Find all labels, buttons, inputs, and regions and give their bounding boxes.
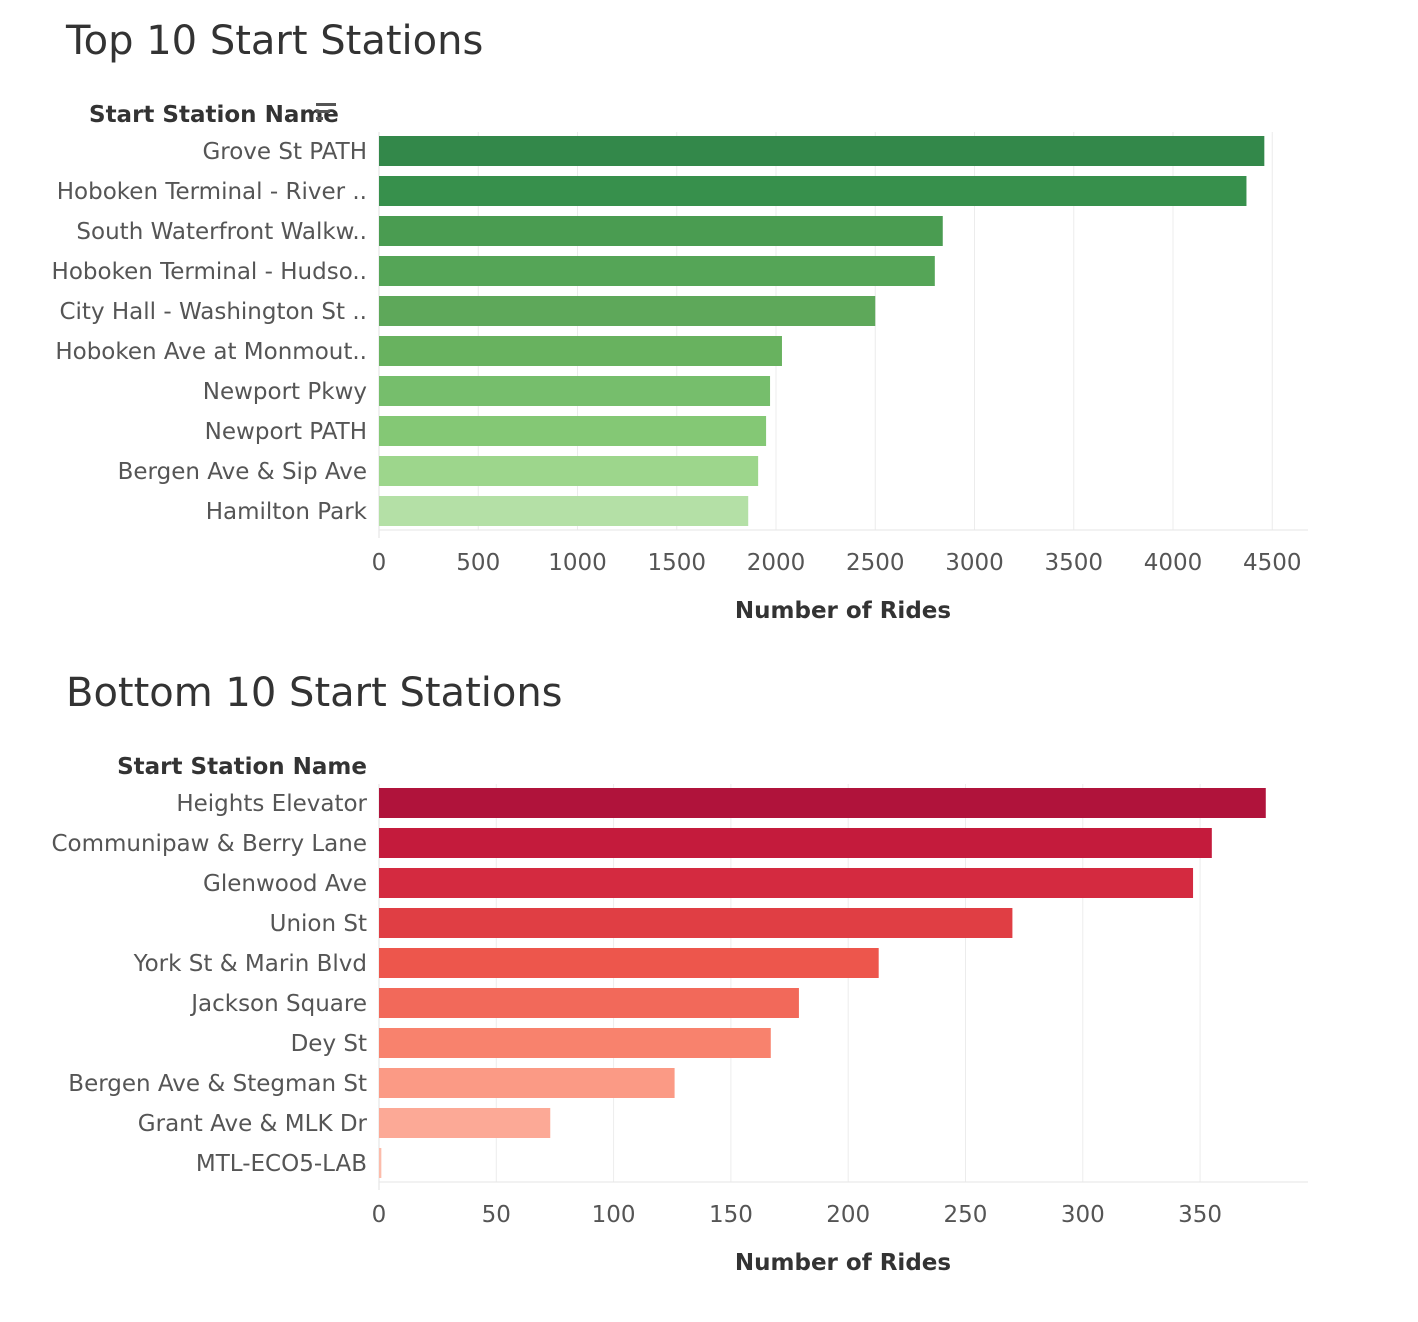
category-label: MTL-ECO5-LAB <box>196 1151 367 1177</box>
tick-label: 0 <box>372 1202 387 1228</box>
tick-label: 1500 <box>647 550 706 576</box>
category-label: Bergen Ave & Sip Ave <box>118 459 367 485</box>
category-label: York St & Marin Blvd <box>133 951 367 977</box>
top-stations-chart: Grove St PATH Hoboken Terminal - River ..… <box>52 102 1308 624</box>
x-axis-title: Number of Rides <box>735 1250 951 1276</box>
bar[interactable] <box>379 1148 382 1178</box>
category-label: Communipaw & Berry Lane <box>51 831 367 857</box>
bar[interactable] <box>379 216 943 246</box>
y-axis-header: Start Station Name <box>117 754 367 780</box>
bar[interactable] <box>379 496 749 526</box>
tick-label: 2000 <box>747 550 806 576</box>
bar[interactable] <box>379 136 1265 166</box>
tick-label: 350 <box>1178 1202 1222 1228</box>
category-label: Grove St PATH <box>202 139 367 165</box>
tick-label: 50 <box>482 1202 511 1228</box>
bar[interactable] <box>379 256 935 286</box>
tick-label: 2500 <box>846 550 905 576</box>
bar[interactable] <box>379 296 876 326</box>
bar[interactable] <box>379 416 767 446</box>
bar[interactable] <box>379 828 1212 858</box>
tick-label: 4000 <box>1144 550 1203 576</box>
tick-label: 200 <box>826 1202 870 1228</box>
category-label: Bergen Ave & Stegman St <box>68 1071 367 1097</box>
bar[interactable] <box>379 948 879 978</box>
bar[interactable] <box>379 376 771 406</box>
category-label: Heights Elevator <box>176 791 367 817</box>
bar[interactable] <box>379 988 799 1018</box>
bottom-stations-chart: Heights Elevator Communipaw & Berry Lane G… <box>51 754 1308 1276</box>
tick-label: 0 <box>372 550 387 576</box>
category-label: Union St <box>270 911 367 937</box>
tick-label: 3500 <box>1044 550 1103 576</box>
bottom-chart-title: Bottom 10 Start Stations <box>66 670 563 716</box>
x-axis-title: Number of Rides <box>735 598 951 624</box>
tick-label: 100 <box>592 1202 636 1228</box>
category-label: Hoboken Terminal - Hudso.. <box>52 259 367 285</box>
bar[interactable] <box>379 456 759 486</box>
y-axis-header: Start Station Name <box>89 102 339 128</box>
category-label: City Hall - Washington St .. <box>59 299 367 325</box>
tick-label: 150 <box>709 1202 753 1228</box>
bar[interactable] <box>379 1068 675 1098</box>
bar[interactable] <box>379 788 1266 818</box>
bar[interactable] <box>379 176 1247 206</box>
category-label: Hoboken Terminal - River .. <box>57 179 367 205</box>
category-label: Newport PATH <box>205 419 367 445</box>
tick-label: 1000 <box>548 550 607 576</box>
bar[interactable] <box>379 908 1013 938</box>
bar[interactable] <box>379 868 1194 898</box>
category-label: Hamilton Park <box>206 499 368 525</box>
top-chart-title: Top 10 Start Stations <box>66 18 484 64</box>
tick-label: 3000 <box>945 550 1004 576</box>
category-label: Hoboken Ave at Monmout.. <box>55 339 367 365</box>
tick-label: 4500 <box>1243 550 1302 576</box>
category-label: Grant Ave & MLK Dr <box>138 1111 368 1137</box>
tick-label: 500 <box>456 550 500 576</box>
category-label: Newport Pkwy <box>203 379 367 405</box>
category-label: Glenwood Ave <box>203 871 367 897</box>
category-label: Jackson Square <box>189 991 367 1017</box>
category-label: Dey St <box>291 1031 367 1057</box>
bar[interactable] <box>379 336 782 366</box>
tick-label: 250 <box>944 1202 988 1228</box>
tick-label: 300 <box>1061 1202 1105 1228</box>
category-label: South Waterfront Walkw.. <box>76 219 367 245</box>
bar[interactable] <box>379 1028 771 1058</box>
sort-descending-icon[interactable] <box>316 103 336 120</box>
bar[interactable] <box>379 1108 551 1138</box>
